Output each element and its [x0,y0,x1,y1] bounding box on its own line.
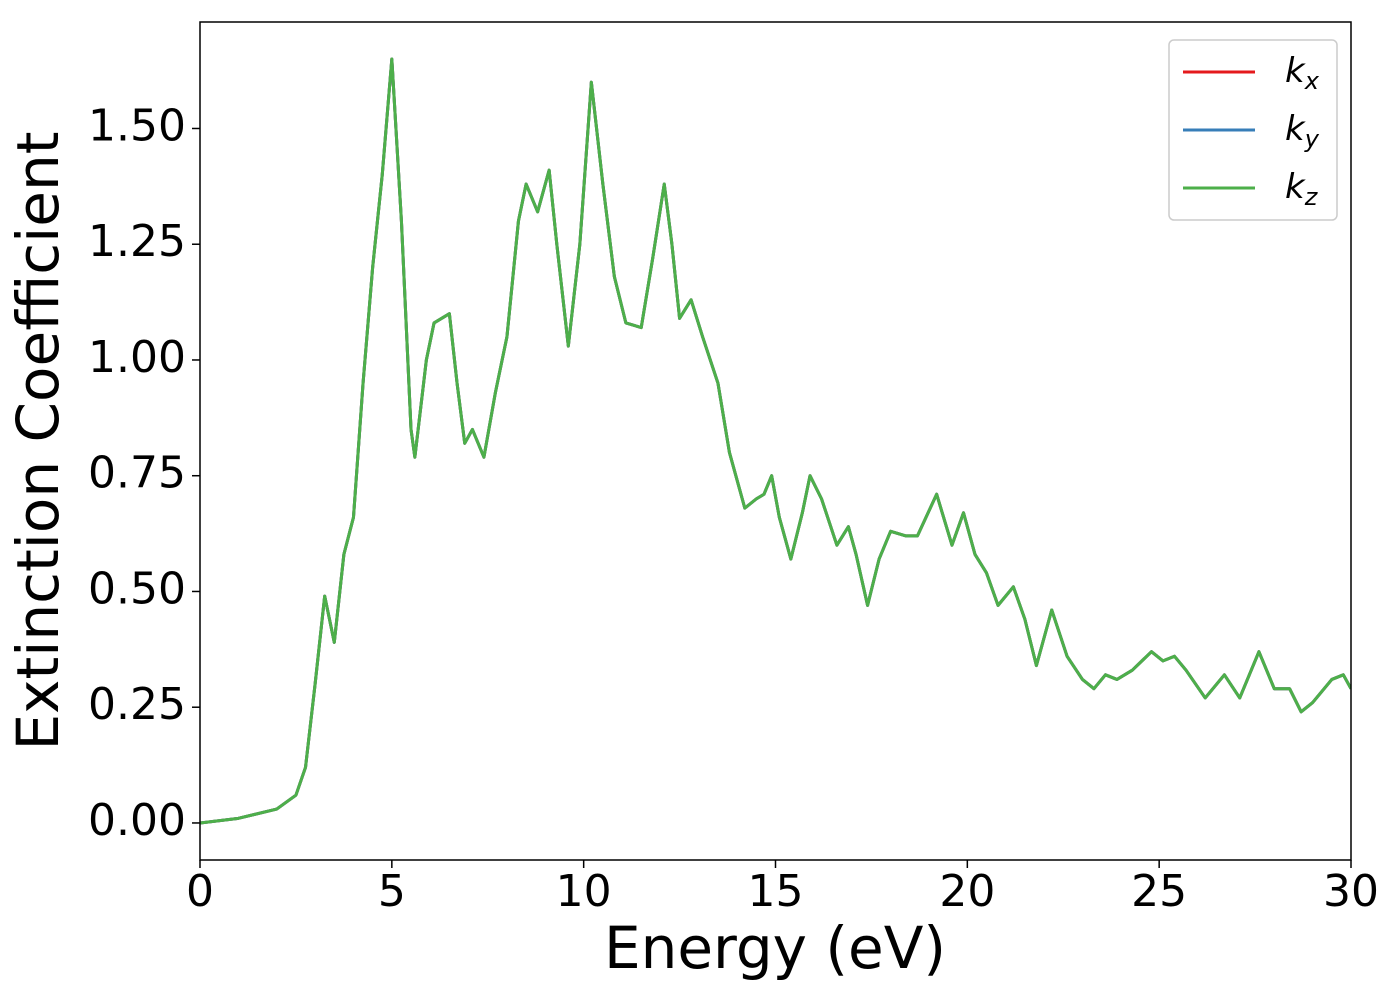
x-tick-label: 20 [939,866,995,917]
y-tick-label: 1.50 [88,100,186,151]
y-tick-label: 1.00 [88,332,186,383]
legend-label: ky [1285,109,1320,154]
y-axis-label: Extinction Coefficient [4,132,72,751]
x-axis-label: Energy (eV) [604,914,946,982]
y-tick-label: 0.75 [88,448,186,499]
legend-label: kz [1285,167,1319,212]
legend-label: kx [1285,51,1320,96]
y-tick-label: 0.50 [88,563,186,614]
x-tick-label: 10 [556,866,612,917]
y-tick-label: 1.25 [88,216,186,267]
x-tick-label: 25 [1131,866,1187,917]
y-tick-label: 0.00 [88,795,186,846]
y-tick-label: 0.25 [88,679,186,730]
x-tick-label: 15 [748,866,804,917]
series-line [200,57,1351,825]
x-tick-label: 0 [186,866,214,917]
x-tick-label: 5 [378,866,406,917]
x-tick-label: 30 [1323,866,1379,917]
plot-frame [199,21,1352,861]
